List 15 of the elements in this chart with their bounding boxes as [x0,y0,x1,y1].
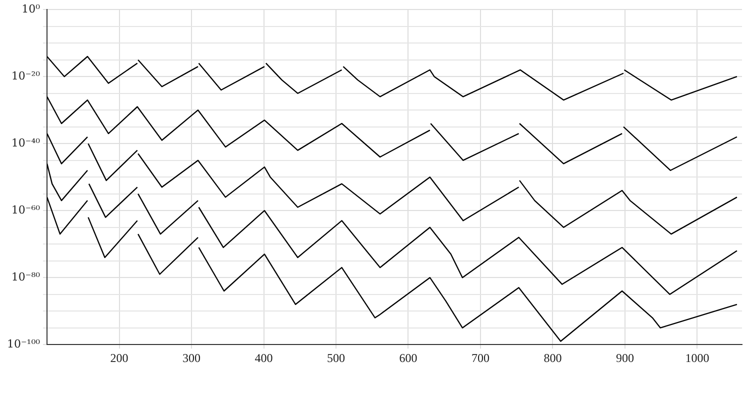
y-tick-label: 10⁻⁸⁰ [11,270,41,284]
y-tick-label: 10⁰ [22,2,41,16]
x-tick-label: 200 [110,350,128,365]
y-tick-label: 10⁻⁴⁰ [11,136,41,150]
y-tick-label: 10⁻⁶⁰ [11,203,41,216]
x-tick-label: 400 [254,350,273,365]
y-tick-label: 10⁻¹⁰⁰ [6,337,41,350]
x-tick-label: 300 [182,350,201,365]
x-tick-label: 900 [616,350,634,365]
x-tick-label: 800 [544,350,562,365]
x-tick-label: 500 [327,350,345,365]
x-tick-label: 700 [471,350,490,365]
y-tick-label: 10⁻²⁰ [11,69,41,82]
x-tick-label: 600 [399,350,418,365]
x-tick-label: 1000 [685,350,710,365]
